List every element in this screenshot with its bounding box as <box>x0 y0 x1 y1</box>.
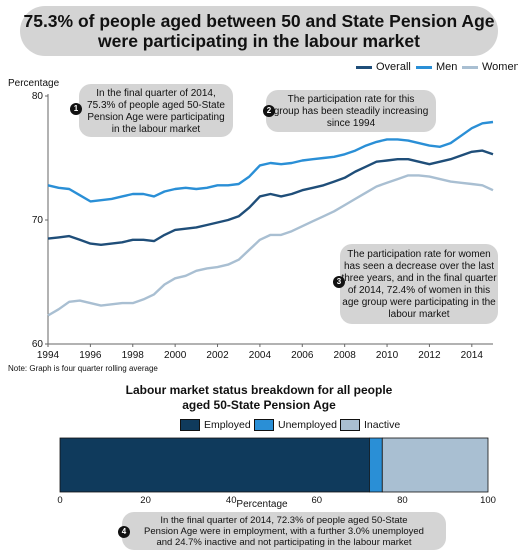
callout-1-line-3: Pension Age were participating <box>87 112 225 123</box>
callout-4-line-2: Pension Age were in employment, with a f… <box>144 526 424 537</box>
x-tick-label: 2004 <box>249 350 272 361</box>
callout-1-line-1: In the final quarter of 2014, <box>96 88 216 99</box>
series-line-men <box>47 120 494 203</box>
legend-men: Men <box>416 61 457 73</box>
bar-chart: 0 20 40 60 80 100 Percentage <box>57 437 496 510</box>
bar-x-axis-label: Percentage <box>236 499 288 510</box>
x-tick-label: 1996 <box>79 350 102 361</box>
x-tick-label: 2010 <box>376 350 399 361</box>
callout-3-line-1: The participation rate for women <box>347 249 491 260</box>
line-chart: 60 70 80 1994 1996 1998 2000 2002 2004 2006 2008 20… <box>32 91 494 361</box>
callout-3-line-3: three years, and in the final quarter <box>341 273 497 284</box>
bar-x-tick-label: 80 <box>397 495 408 506</box>
x-tick-label: 1994 <box>37 350 60 361</box>
legend-employed: Employed <box>180 419 251 431</box>
callout-4-number: 4 <box>118 526 130 538</box>
legend-label-unemployed: Unemployed <box>278 419 337 431</box>
legend-label-overall: Overall <box>376 61 411 73</box>
y-tick-label: 60 <box>32 339 44 350</box>
x-tick-label: 1998 <box>122 350 145 361</box>
callout-2: The participation rate for this group ha… <box>266 90 436 132</box>
callout-3-line-6: labour market <box>388 309 450 320</box>
x-tick-label: 2014 <box>461 350 484 361</box>
callout-4-line-3: and 24.7% inactive and not participating… <box>156 537 412 548</box>
callout-2-line-3: since 1994 <box>326 118 376 129</box>
legend-unemployed: Unemployed <box>254 419 337 431</box>
bar-segment-inactive <box>381 437 489 493</box>
bar-x-tick-label: 20 <box>140 495 151 506</box>
y-tick-label: 80 <box>32 91 44 102</box>
callout-3-line-4: of 2014, 72.4% of women in this <box>347 285 491 296</box>
legend-swatch-men <box>416 65 432 69</box>
callout-2-line-1: The participation rate for this <box>287 94 415 105</box>
bar-x-tick-label: 100 <box>480 495 496 506</box>
callout-1-line-2: 75.3% of people aged 50-State <box>87 100 225 111</box>
x-tick-label: 2000 <box>164 350 187 361</box>
legend-swatch-women <box>462 65 478 69</box>
y-tick-label: 70 <box>32 215 44 226</box>
bar-x-tick-label: 60 <box>312 495 323 506</box>
x-tick-label: 2012 <box>418 350 441 361</box>
callout-4-line-1: In the final quarter of 2014, 72.3% of p… <box>160 515 408 526</box>
legend-inactive: Inactive <box>340 419 400 431</box>
callout-1: In the final quarter of 2014, 75.3% of p… <box>79 84 233 137</box>
chart-title-line-2: were participating in the labour market <box>98 31 420 51</box>
chart-title: 75.3% of people aged between 50 and Stat… <box>20 6 498 56</box>
series-line-overall <box>47 149 494 247</box>
bar-x-tick-label: 40 <box>226 495 237 506</box>
x-tick-label: 2002 <box>206 350 229 361</box>
callout-3-line-2: has seen a decrease over the last <box>343 261 495 272</box>
legend-women: Women <box>462 61 518 73</box>
legend-label-women: Women <box>482 61 518 73</box>
legend-label-men: Men <box>436 61 458 73</box>
bar-segment-unemployed <box>369 437 383 493</box>
bar-segment-employed <box>59 437 370 493</box>
legend-swatch-inactive <box>340 419 360 431</box>
bar-chart-title-line-2: aged 50-State Pension Age <box>182 398 336 412</box>
legend-swatch-employed <box>180 419 200 431</box>
callout-1-line-4: in the labour market <box>111 124 201 135</box>
y-axis-label: Percentage <box>8 78 60 89</box>
legend-swatch-overall <box>356 65 372 69</box>
legend-swatch-unemployed <box>254 419 274 431</box>
series-line-women <box>47 174 494 317</box>
bar-x-tick-label: 0 <box>57 495 62 506</box>
bar-chart-title: Labour market status breakdown for all p… <box>0 383 518 413</box>
callout-1-number: 1 <box>70 103 82 115</box>
callout-3-number: 3 <box>333 276 345 288</box>
callout-2-line-2: group has been steadily increasing <box>273 106 429 117</box>
legend-overall: Overall <box>356 61 411 73</box>
legend-label-inactive: Inactive <box>364 419 401 431</box>
callout-3-line-5: age group were participating in the <box>342 297 496 308</box>
callout-2-number: 2 <box>263 105 275 117</box>
x-tick-label: 2008 <box>334 350 357 361</box>
callout-4: In the final quarter of 2014, 72.3% of p… <box>122 512 446 550</box>
callout-3: The participation rate for women has see… <box>340 244 498 324</box>
x-tick-label: 2006 <box>291 350 314 361</box>
legend-label-employed: Employed <box>204 419 251 431</box>
bar-chart-title-line-1: Labour market status breakdown for all p… <box>125 383 393 397</box>
chart-note: Note: Graph is four quarter rolling aver… <box>8 364 158 373</box>
chart-title-line-1: 75.3% of people aged between 50 and Stat… <box>23 11 495 31</box>
